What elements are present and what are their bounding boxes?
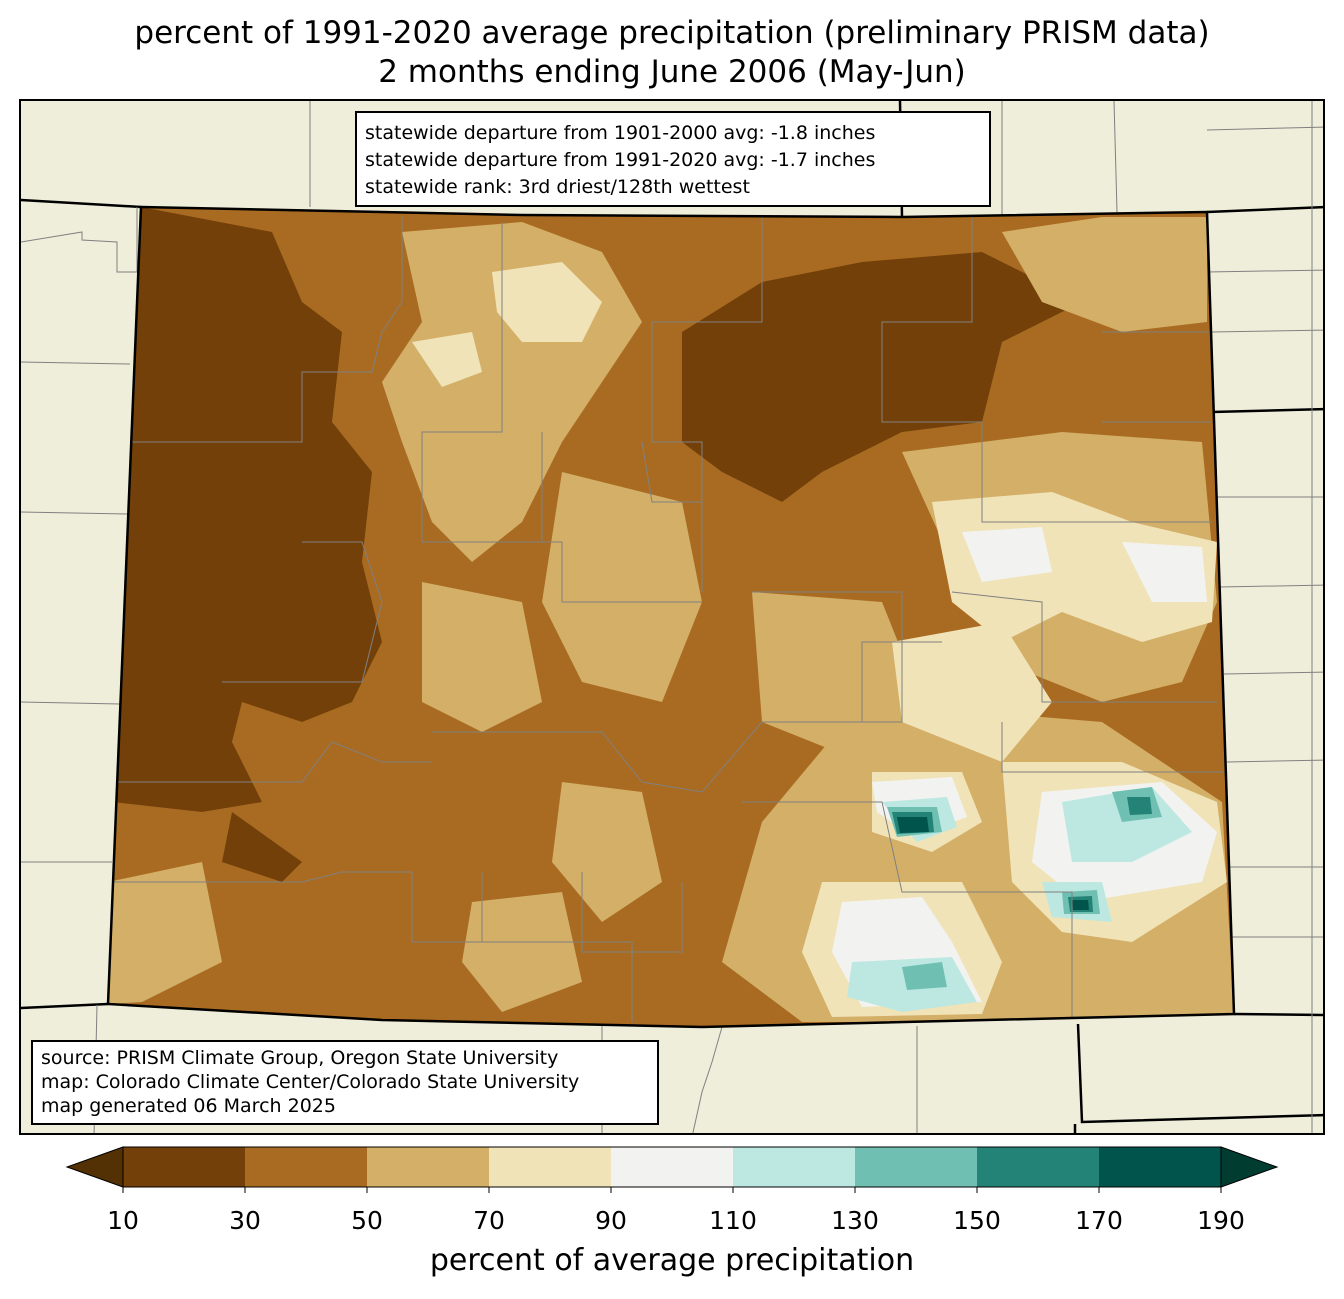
statewide-stats-box: statewide departure from 1901-2000 avg: … xyxy=(355,111,991,207)
colorbar-tick-label: 170 xyxy=(1075,1206,1123,1235)
stats-rank: statewide rank: 3rd driest/128th wettest xyxy=(365,176,750,198)
colorbar xyxy=(65,1146,1279,1193)
colorbar-segment xyxy=(611,1147,734,1187)
colorbar-tick-label: 130 xyxy=(831,1206,879,1235)
map-credit-line: map: Colorado Climate Center/Colorado St… xyxy=(41,1071,580,1093)
colorbar-segment xyxy=(123,1147,246,1187)
colorbar-tick-label: 30 xyxy=(229,1206,261,1235)
precipitation-map xyxy=(19,99,1325,1135)
colorbar-label: percent of average precipitation xyxy=(429,1243,915,1278)
colorbar-segment xyxy=(489,1147,612,1187)
colorado-border xyxy=(106,205,1236,1029)
colorbar-tick-label: 110 xyxy=(709,1206,757,1235)
source-line: source: PRISM Climate Group, Oregon Stat… xyxy=(41,1047,559,1069)
colorbar-segment xyxy=(1099,1147,1222,1187)
colorbar-segment xyxy=(245,1147,368,1187)
colorbar-tick-label: 10 xyxy=(107,1206,139,1235)
map-title-line2: 2 months ending June 2006 (May-Jun) xyxy=(378,54,966,90)
source-box: source: PRISM Climate Group, Oregon Stat… xyxy=(31,1040,659,1125)
colorbar-tick-label: 50 xyxy=(351,1206,383,1235)
colorbar-over-arrow xyxy=(1220,1146,1279,1188)
neighbor-state-lines xyxy=(21,101,1323,1133)
colorbar-tick-label: 70 xyxy=(473,1206,505,1235)
colorbar-segment xyxy=(855,1147,978,1187)
colorbar-tick-label: 90 xyxy=(595,1206,627,1235)
colorbar-under-arrow xyxy=(65,1146,124,1188)
colorbar-segment xyxy=(733,1147,856,1187)
precipitation-contours xyxy=(108,207,1234,1027)
colorbar-tick-label: 190 xyxy=(1197,1206,1245,1235)
neighbor-county-lines xyxy=(21,101,1323,1133)
colorbar-segment xyxy=(977,1147,1100,1187)
map-canvas xyxy=(21,101,1323,1133)
stats-departure-1901-2000: statewide departure from 1901-2000 avg: … xyxy=(365,122,876,144)
colorbar-tick-label: 150 xyxy=(953,1206,1001,1235)
stats-departure-1991-2020: statewide departure from 1991-2020 avg: … xyxy=(365,149,876,171)
generated-date-line: map generated 06 March 2025 xyxy=(41,1095,336,1117)
colorbar-frame xyxy=(122,1146,1222,1188)
colorbar-segment xyxy=(367,1147,490,1187)
map-title-line1: percent of 1991-2020 average precipitati… xyxy=(134,15,1210,51)
